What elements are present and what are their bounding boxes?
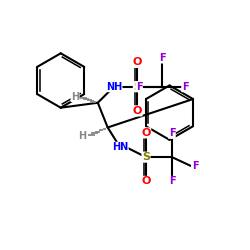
Text: NH: NH xyxy=(106,82,122,92)
Text: F: F xyxy=(169,128,175,138)
Text: F: F xyxy=(182,82,188,92)
Text: S: S xyxy=(142,152,150,162)
Text: F: F xyxy=(159,53,166,63)
Text: F: F xyxy=(169,176,175,186)
Text: H: H xyxy=(78,131,86,141)
Text: HN: HN xyxy=(112,142,128,152)
Text: O: O xyxy=(133,106,142,116)
Text: O: O xyxy=(141,128,151,138)
Text: S: S xyxy=(133,82,141,92)
Text: O: O xyxy=(141,176,151,186)
Text: F: F xyxy=(192,161,198,171)
Text: H: H xyxy=(71,92,79,102)
Text: O: O xyxy=(133,58,142,68)
Text: F: F xyxy=(136,82,142,92)
